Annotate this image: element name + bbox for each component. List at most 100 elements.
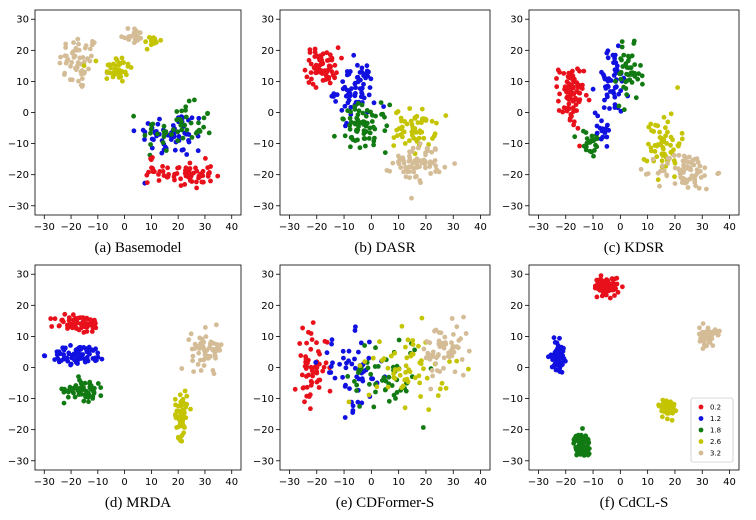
point-2.6: [392, 376, 398, 381]
point-3.2: [638, 166, 644, 172]
point-2.6: [104, 76, 110, 81]
point-3.2: [665, 161, 670, 166]
point-1.8: [352, 379, 357, 384]
point-2.6: [429, 118, 435, 124]
point-1.2: [329, 341, 334, 347]
point-1.8: [638, 63, 643, 68]
point-2.6: [646, 141, 651, 147]
point-2.6: [679, 130, 685, 136]
point-3.2: [710, 343, 716, 348]
point-0.2: [557, 91, 562, 97]
point-1.2: [131, 128, 137, 134]
point-1.8: [162, 131, 167, 137]
point-3.2: [426, 352, 432, 358]
y-tick-label: −30: [8, 201, 29, 212]
point-1.2: [329, 337, 335, 343]
x-tick-label: 40: [723, 477, 736, 488]
point-1.8: [412, 347, 417, 353]
point-2.6: [404, 121, 410, 127]
point-1.8: [620, 64, 626, 69]
point-0.2: [598, 276, 604, 282]
x-tick-label: 10: [145, 222, 158, 233]
point-0.2: [306, 57, 312, 63]
point-3.2: [410, 145, 416, 151]
point-2.6: [407, 106, 413, 111]
point-1.8: [182, 122, 188, 128]
point-2.6: [675, 85, 680, 90]
point-3.2: [428, 171, 434, 176]
point-3.2: [418, 180, 423, 186]
x-tick-label: −10: [333, 222, 354, 233]
point-2.6: [385, 365, 391, 371]
point-0.2: [71, 317, 76, 323]
point-2.6: [404, 355, 410, 361]
point-1.2: [366, 92, 372, 98]
point-1.2: [552, 340, 558, 345]
point-1.8: [387, 102, 393, 108]
point-0.2: [308, 61, 314, 67]
y-tick-label: 0: [268, 363, 274, 374]
point-0.2: [308, 406, 313, 412]
point-1.8: [572, 435, 578, 441]
point-3.2: [400, 155, 406, 161]
point-0.2: [200, 168, 206, 174]
y-tick-label: −10: [253, 394, 274, 405]
point-1.2: [349, 86, 354, 91]
point-3.2: [696, 185, 702, 191]
point-0.2: [594, 294, 600, 300]
point-0.2: [164, 174, 170, 180]
point-1.8: [357, 404, 362, 409]
point-2.6: [426, 142, 431, 147]
point-1.8: [131, 113, 137, 119]
point-2.6: [665, 119, 671, 125]
legend: 0.2 1.2 1.8 2.6 3.2: [690, 397, 734, 463]
point-0.2: [304, 340, 309, 346]
point-1.2: [605, 122, 610, 128]
panel-4: −30 −20 −10 0 10 20 30 40 −30 −20 −10 0 10 20 30 (d) MR…: [8, 264, 242, 511]
x-tick-label: 40: [474, 222, 487, 233]
point-0.2: [314, 340, 319, 346]
point-1.2: [549, 364, 555, 370]
point-2.6: [654, 154, 660, 160]
point-3.2: [62, 70, 68, 76]
point-3.2: [716, 332, 721, 338]
point-1.2: [340, 348, 346, 354]
point-3.2: [708, 336, 713, 342]
point-1.8: [365, 365, 371, 371]
point-1.8: [613, 78, 618, 84]
x-tick-label: 10: [392, 477, 405, 488]
point-1.8: [76, 374, 81, 379]
point-3.2: [442, 340, 447, 346]
point-1.2: [367, 85, 373, 90]
point-1.2: [558, 354, 563, 360]
point-0.2: [187, 178, 193, 183]
point-0.2: [334, 70, 339, 76]
point-3.2: [430, 373, 435, 379]
point-2.6: [646, 124, 652, 130]
point-2.6: [396, 366, 402, 372]
point-3.2: [445, 353, 451, 359]
point-2.6: [394, 110, 399, 116]
point-1.2: [347, 93, 352, 99]
point-3.2: [390, 160, 396, 166]
x-tick-label: −10: [582, 477, 603, 488]
point-3.2: [218, 342, 224, 347]
point-1.8: [639, 73, 645, 79]
point-0.2: [571, 85, 576, 91]
point-0.2: [606, 283, 611, 289]
point-1.8: [584, 136, 590, 142]
point-1.8: [382, 150, 388, 156]
point-1.8: [382, 128, 388, 134]
point-3.2: [665, 155, 671, 161]
point-1.2: [170, 123, 176, 128]
point-1.2: [363, 71, 369, 77]
point-2.6: [407, 138, 412, 144]
point-0.2: [182, 170, 188, 176]
point-0.2: [70, 312, 76, 318]
point-1.8: [352, 120, 357, 126]
point-1.8: [618, 76, 624, 82]
point-1.8: [367, 130, 373, 136]
point-3.2: [672, 181, 678, 187]
panel-caption: (c) KDSR: [604, 240, 664, 256]
